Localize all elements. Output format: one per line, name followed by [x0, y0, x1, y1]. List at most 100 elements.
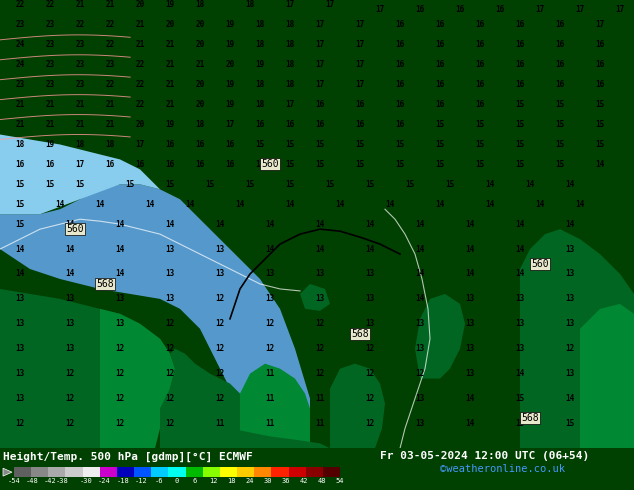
- Text: 22: 22: [75, 21, 84, 29]
- Text: 15: 15: [315, 140, 325, 149]
- Text: 12: 12: [216, 394, 224, 403]
- Text: 14: 14: [65, 270, 75, 278]
- Text: 20: 20: [195, 40, 205, 49]
- Bar: [254, 467, 271, 477]
- Text: 15: 15: [515, 394, 524, 403]
- Text: 14: 14: [465, 245, 475, 254]
- Text: 36: 36: [281, 478, 290, 484]
- Text: 16: 16: [476, 21, 484, 29]
- Text: 16: 16: [396, 40, 404, 49]
- Bar: [65, 467, 82, 477]
- Bar: [271, 467, 288, 477]
- Polygon shape: [3, 468, 12, 476]
- Text: 13: 13: [15, 394, 25, 403]
- Text: 11: 11: [216, 419, 224, 428]
- Text: 16: 16: [436, 80, 444, 89]
- Text: 15: 15: [566, 419, 574, 428]
- Text: 12: 12: [115, 344, 125, 353]
- Text: 16: 16: [476, 60, 484, 69]
- Text: 18: 18: [256, 80, 264, 89]
- Text: 15: 15: [476, 120, 484, 129]
- Text: 16: 16: [356, 100, 365, 109]
- Text: 15: 15: [315, 160, 325, 169]
- Text: 16: 16: [595, 40, 605, 49]
- Text: 14: 14: [65, 245, 75, 254]
- Text: 16: 16: [356, 120, 365, 129]
- Text: 13: 13: [65, 344, 75, 353]
- Text: 15: 15: [405, 180, 415, 189]
- Text: 15: 15: [356, 140, 365, 149]
- Text: 12: 12: [115, 419, 125, 428]
- Text: 17: 17: [75, 160, 84, 169]
- Text: 24: 24: [15, 60, 25, 69]
- Text: 23: 23: [46, 80, 55, 89]
- Text: 24: 24: [15, 40, 25, 49]
- Text: 17: 17: [315, 80, 325, 89]
- Text: 23: 23: [75, 60, 84, 69]
- Text: 17: 17: [285, 0, 295, 9]
- Text: -18: -18: [116, 478, 129, 484]
- Text: 14: 14: [55, 200, 65, 209]
- Text: 15: 15: [126, 180, 134, 189]
- Text: 14: 14: [65, 220, 75, 229]
- Text: 22: 22: [105, 80, 115, 89]
- Text: 17: 17: [375, 5, 385, 15]
- Text: 19: 19: [165, 120, 174, 129]
- Text: 13: 13: [216, 245, 224, 254]
- Text: 14: 14: [465, 270, 475, 278]
- Text: 12: 12: [216, 369, 224, 378]
- Text: 15: 15: [15, 180, 25, 189]
- Text: 16: 16: [495, 5, 505, 15]
- Text: 15: 15: [205, 180, 215, 189]
- Polygon shape: [0, 70, 160, 214]
- Text: 16: 16: [315, 120, 325, 129]
- Text: 14: 14: [465, 394, 475, 403]
- Text: 16: 16: [15, 160, 25, 169]
- Text: 12: 12: [165, 319, 174, 328]
- Text: 24: 24: [245, 478, 254, 484]
- Text: 15: 15: [436, 120, 444, 129]
- Text: 16: 16: [285, 120, 295, 129]
- Text: 14: 14: [365, 245, 375, 254]
- Text: 14: 14: [576, 200, 585, 209]
- Text: 12: 12: [115, 394, 125, 403]
- Text: 12: 12: [365, 369, 375, 378]
- Text: 17: 17: [595, 21, 605, 29]
- Text: 14: 14: [526, 180, 534, 189]
- Text: 15: 15: [285, 140, 295, 149]
- Text: 14: 14: [315, 245, 325, 254]
- Text: 12: 12: [65, 369, 75, 378]
- Bar: [48, 467, 65, 477]
- Text: 16: 16: [225, 160, 235, 169]
- Bar: [203, 467, 220, 477]
- Text: 18: 18: [285, 21, 295, 29]
- Text: 22: 22: [136, 100, 145, 109]
- Text: 15: 15: [256, 160, 264, 169]
- Text: 13: 13: [415, 419, 425, 428]
- Text: 17: 17: [576, 5, 585, 15]
- Text: 13: 13: [566, 369, 574, 378]
- Text: 14: 14: [486, 200, 495, 209]
- Text: 17: 17: [136, 140, 145, 149]
- Bar: [14, 467, 31, 477]
- Text: 17: 17: [315, 40, 325, 49]
- Text: 15: 15: [595, 100, 605, 109]
- Text: 16: 16: [436, 21, 444, 29]
- Text: 21: 21: [75, 120, 84, 129]
- Text: 14: 14: [15, 270, 25, 278]
- Text: 11: 11: [266, 419, 275, 428]
- Text: -12: -12: [134, 478, 147, 484]
- Text: 12: 12: [415, 369, 425, 378]
- Text: 13: 13: [465, 344, 475, 353]
- Text: -6: -6: [155, 478, 163, 484]
- Polygon shape: [330, 364, 385, 448]
- Text: 16: 16: [476, 100, 484, 109]
- Bar: [117, 467, 134, 477]
- Text: 14: 14: [515, 270, 524, 278]
- Text: 16: 16: [195, 140, 205, 149]
- Text: 19: 19: [225, 100, 235, 109]
- Text: 16: 16: [396, 60, 404, 69]
- Text: -42: -42: [44, 478, 56, 484]
- Text: 12: 12: [365, 394, 375, 403]
- Text: 15: 15: [436, 140, 444, 149]
